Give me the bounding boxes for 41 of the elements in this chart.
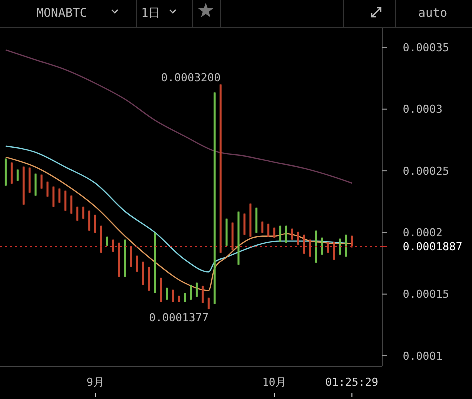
x-tick-label: 9月	[86, 376, 104, 389]
candlestick	[52, 186, 55, 208]
candlestick	[280, 225, 282, 242]
y-tick-label: 0.0003	[403, 103, 443, 116]
text: 01:25:29	[326, 376, 378, 389]
line-series	[5, 156, 353, 292]
candlestick	[10, 162, 13, 184]
candlestick	[88, 210, 91, 232]
candlestick	[321, 237, 324, 256]
candlestick	[130, 246, 132, 268]
y-tick-label: 0.00015	[403, 288, 450, 302]
candlestick	[112, 239, 114, 252]
candlestick	[58, 188, 61, 204]
annotation: 0.0001377	[149, 312, 209, 325]
candlestick	[268, 223, 270, 238]
y-tick-label: 0.0001	[403, 350, 443, 363]
annotation: 0.0003200	[161, 72, 221, 85]
candlestick	[34, 173, 37, 196]
candlestick	[64, 190, 67, 212]
candlestick	[202, 285, 204, 304]
candlestick	[244, 213, 246, 236]
candlestick	[333, 241, 336, 260]
candlestick	[303, 234, 306, 254]
candlestick	[142, 261, 144, 286]
candlestick	[136, 255, 138, 272]
ref-line-label: 0.0001887	[403, 240, 463, 254]
y-tick-label: 0.0002	[403, 226, 443, 240]
candlestick	[297, 231, 300, 246]
text: auto	[418, 6, 448, 20]
y-tick-label: 0.00025	[403, 164, 450, 178]
candlestick	[148, 266, 150, 292]
candlestick	[46, 181, 49, 198]
candlestick	[70, 195, 73, 214]
text: 1日	[141, 6, 161, 20]
candlestick	[76, 206, 79, 222]
x-tick-label: 10月	[262, 376, 287, 389]
y-tick-label: 0.00035	[403, 42, 450, 55]
line-series	[5, 50, 353, 184]
chart-title: MONABTC	[36, 6, 88, 20]
candlestick	[40, 174, 43, 190]
candlestick	[196, 282, 198, 298]
